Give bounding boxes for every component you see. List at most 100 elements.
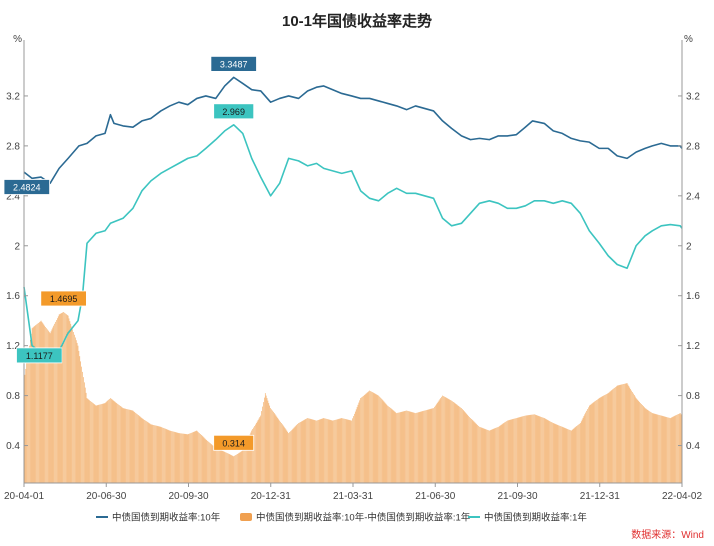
spread-bar: [345, 418, 346, 483]
y-tick-label-right: 0.4: [686, 441, 700, 452]
spread-bar: [117, 403, 118, 483]
spread-bar: [93, 403, 94, 483]
spread-bar: [502, 423, 504, 483]
spread-bar: [638, 401, 640, 483]
x-tick-label: 20-12-31: [251, 491, 291, 502]
spread-bar: [208, 441, 209, 483]
spread-bar: [451, 400, 452, 483]
spread-bar: [444, 396, 445, 483]
spread-bar: [553, 423, 554, 483]
spread-bar: [578, 424, 579, 483]
spread-bar: [31, 328, 33, 483]
spread-bar: [471, 418, 472, 483]
spread-bar: [360, 398, 361, 483]
spread-bar: [236, 454, 237, 483]
spread-bar: [425, 410, 426, 483]
spread-bar: [194, 431, 196, 483]
spread-bar: [573, 428, 575, 483]
spread-bar: [371, 391, 372, 483]
spread-bar: [498, 426, 499, 483]
spread-bar: [29, 345, 30, 483]
spread-bar: [108, 399, 109, 483]
spread-bar: [223, 451, 225, 483]
spread-bar: [378, 395, 379, 483]
spread-bar: [589, 404, 591, 483]
series-line-2: [23, 123, 683, 357]
spread-bar: [96, 405, 98, 483]
spread-bar: [490, 429, 492, 483]
spread-bar: [382, 400, 384, 483]
spread-bar: [228, 453, 229, 483]
spread-bar: [318, 419, 320, 483]
spread-bar: [178, 433, 180, 483]
spread-bar: [121, 407, 123, 483]
spread-bar: [258, 418, 260, 483]
spread-bar: [610, 390, 612, 483]
spread-bar: [47, 329, 48, 483]
spread-bar: [61, 312, 63, 483]
spread-bar: [140, 417, 142, 483]
spread-bar: [306, 418, 307, 483]
spread-bar: [51, 329, 53, 483]
spread-bar: [580, 421, 582, 483]
spread-bar: [633, 393, 634, 483]
x-tick-label: 20-06-30: [86, 491, 126, 502]
callout-box: [213, 434, 255, 451]
spread-bar: [264, 397, 265, 483]
spread-bar: [537, 415, 539, 483]
spread-bar: [544, 418, 545, 483]
spread-bar: [145, 420, 146, 483]
spread-bar: [389, 407, 390, 483]
spread-bar: [388, 406, 389, 483]
spread-bar: [321, 418, 323, 483]
spread-bar: [658, 414, 659, 483]
spread-bar: [129, 409, 131, 483]
spread-bar: [548, 420, 550, 483]
spread-bar: [37, 323, 38, 483]
spread-bar: [302, 420, 304, 483]
spread-bar: [299, 422, 300, 483]
spread-bar: [347, 419, 349, 483]
spread-bar: [156, 425, 158, 483]
spread-bar: [489, 430, 490, 483]
spread-bar: [224, 451, 226, 483]
spread-bar: [229, 454, 231, 483]
spread-bar: [459, 406, 460, 483]
y-tick-label-right: 1.6: [686, 291, 700, 302]
spread-bar: [505, 421, 506, 483]
spread-bar: [641, 404, 642, 483]
spread-bar: [419, 411, 421, 483]
spread-bar: [517, 417, 519, 483]
spread-bar: [45, 326, 46, 483]
spread-bar: [44, 325, 45, 483]
spread-bar: [464, 412, 466, 483]
spread-bar: [440, 398, 442, 483]
spread-bar: [411, 412, 413, 483]
spread-bar: [201, 435, 203, 483]
y-tick-label-left: 0.8: [6, 391, 20, 402]
x-tick-label: 20-09-30: [168, 491, 208, 502]
spread-bar: [345, 419, 347, 483]
spread-bar: [396, 413, 397, 483]
spread-bar: [569, 429, 570, 483]
spread-bar: [544, 418, 546, 483]
spread-bar: [428, 409, 430, 483]
spread-bar: [620, 384, 622, 483]
spread-bar: [182, 433, 183, 483]
spread-bar: [310, 419, 312, 483]
spread-bar: [584, 414, 586, 483]
spread-bar: [514, 418, 515, 483]
spread-bar: [557, 424, 559, 483]
spread-bar: [576, 426, 577, 483]
spread-bar: [530, 414, 532, 483]
spread-bar: [402, 411, 404, 483]
spread-bar: [175, 432, 177, 483]
spread-bar: [545, 419, 547, 483]
spread-bar: [315, 420, 316, 483]
spread-bar: [199, 433, 200, 483]
callout-box: [16, 347, 63, 364]
spread-bar: [354, 411, 356, 483]
spread-bar: [404, 411, 406, 483]
spread-bar: [400, 411, 402, 483]
spread-bar: [231, 455, 233, 483]
